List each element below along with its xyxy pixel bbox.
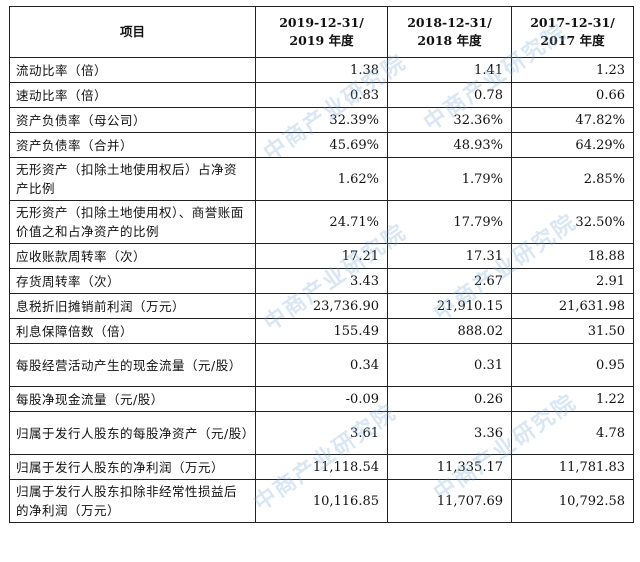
value-2018: 21,910.15	[387, 293, 512, 319]
row-label: 归属于发行人股东的每股净资产（元/股）	[9, 411, 256, 455]
value-2019: 3.61	[255, 411, 388, 455]
value-2017: 0.95	[511, 343, 634, 387]
value-2017: 64.29%	[511, 132, 634, 158]
table-row: 息税折旧摊销前利润（万元） 23,736.90 21,910.15 21,631.98	[9, 293, 634, 319]
row-label: 息税折旧摊销前利润（万元）	[9, 293, 256, 319]
value-2017: 31.50	[511, 318, 634, 344]
value-2019: -0.09	[255, 386, 388, 412]
financial-indicators-table: 项目 2019-12-31/ 2019 年度 2018-12-31/ 2018 …	[9, 6, 634, 523]
financial-table-container: 项目 2019-12-31/ 2019 年度 2018-12-31/ 2018 …	[9, 6, 634, 523]
header-2017: 2017-12-31/ 2017 年度	[511, 6, 634, 58]
table-row: 归属于发行人股东扣除非经常性损益后的净利润（万元） 10,116.85 11,707…	[9, 479, 634, 523]
value-2019: 3.43	[255, 268, 388, 294]
value-2017: 21,631.98	[511, 293, 634, 319]
value-2018: 32.36%	[387, 107, 512, 133]
table-row: 应收账款周转率（次） 17.21 17.31 18.88	[9, 243, 634, 269]
row-label: 流动比率（倍）	[9, 57, 256, 83]
value-2018: 48.93%	[387, 132, 512, 158]
row-label: 无形资产（扣除土地使用权后）占净资产比例	[9, 157, 256, 201]
row-label: 存货周转率（次）	[9, 268, 256, 294]
value-2018: 0.78	[387, 82, 512, 108]
table-row: 利息保障倍数（倍） 155.49 888.02 31.50	[9, 318, 634, 344]
value-2019: 45.69%	[255, 132, 388, 158]
table-row: 资产负债率（合并） 45.69% 48.93% 64.29%	[9, 132, 634, 158]
value-2017: 4.78	[511, 411, 634, 455]
value-2017: 32.50%	[511, 200, 634, 244]
row-label: 无形资产（扣除土地使用权）、商誉账面价值之和占净资产的比例	[9, 200, 256, 244]
value-2019: 23,736.90	[255, 293, 388, 319]
value-2019: 11,118.54	[255, 454, 388, 480]
value-2019: 17.21	[255, 243, 388, 269]
value-2019: 1.38	[255, 57, 388, 83]
value-2019: 24.71%	[255, 200, 388, 244]
value-2019: 10,116.85	[255, 479, 388, 523]
value-2018: 0.26	[387, 386, 512, 412]
value-2017: 2.91	[511, 268, 634, 294]
header-2019: 2019-12-31/ 2019 年度	[255, 6, 388, 58]
value-2019: 0.83	[255, 82, 388, 108]
table-row: 归属于发行人股东的净利润（万元） 11,118.54 11,335.17 11,781…	[9, 454, 634, 480]
header-item: 项目	[9, 6, 256, 58]
value-2018: 17.31	[387, 243, 512, 269]
table-row: 无形资产（扣除土地使用权后）占净资产比例 1.62% 1.79% 2.85%	[9, 157, 634, 201]
row-label: 利息保障倍数（倍）	[9, 318, 256, 344]
value-2017: 1.22	[511, 386, 634, 412]
row-label: 归属于发行人股东扣除非经常性损益后的净利润（万元）	[9, 479, 256, 523]
row-label: 速动比率（倍）	[9, 82, 256, 108]
row-label: 应收账款周转率（次）	[9, 243, 256, 269]
table-body: 流动比率（倍） 1.38 1.41 1.23 速动比率（倍） 0.83 0.78 0.66 资产…	[9, 57, 634, 523]
value-2017: 10,792.58	[511, 479, 634, 523]
value-2019: 32.39%	[255, 107, 388, 133]
value-2018: 17.79%	[387, 200, 512, 244]
value-2018: 1.41	[387, 57, 512, 83]
table-row: 每股经营活动产生的现金流量（元/股） 0.34 0.31 0.95	[9, 343, 634, 387]
value-2017: 47.82%	[511, 107, 634, 133]
table-row: 资产负债率（母公司） 32.39% 32.36% 47.82%	[9, 107, 634, 133]
value-2018: 888.02	[387, 318, 512, 344]
table-row: 存货周转率（次） 3.43 2.67 2.91	[9, 268, 634, 294]
value-2019: 0.34	[255, 343, 388, 387]
value-2017: 0.66	[511, 82, 634, 108]
row-label: 资产负债率（合并）	[9, 132, 256, 158]
value-2018: 11,707.69	[387, 479, 512, 523]
value-2018: 2.67	[387, 268, 512, 294]
table-row: 每股净现金流量（元/股） -0.09 0.26 1.22	[9, 386, 634, 412]
table-row: 速动比率（倍） 0.83 0.78 0.66	[9, 82, 634, 108]
row-label: 归属于发行人股东的净利润（万元）	[9, 454, 256, 480]
row-label: 每股净现金流量（元/股）	[9, 386, 256, 412]
value-2019: 1.62%	[255, 157, 388, 201]
row-label: 每股经营活动产生的现金流量（元/股）	[9, 343, 256, 387]
row-label: 资产负债率（母公司）	[9, 107, 256, 133]
value-2019: 155.49	[255, 318, 388, 344]
table-row: 无形资产（扣除土地使用权）、商誉账面价值之和占净资产的比例 24.71% 17.79…	[9, 200, 634, 244]
value-2018: 1.79%	[387, 157, 512, 201]
value-2017: 18.88	[511, 243, 634, 269]
table-header-row: 项目 2019-12-31/ 2019 年度 2018-12-31/ 2018 …	[9, 6, 634, 58]
value-2017: 2.85%	[511, 157, 634, 201]
header-2018: 2018-12-31/ 2018 年度	[387, 6, 512, 58]
value-2018: 3.36	[387, 411, 512, 455]
value-2017: 1.23	[511, 57, 634, 83]
value-2018: 11,335.17	[387, 454, 512, 480]
table-row: 归属于发行人股东的每股净资产（元/股） 3.61 3.36 4.78	[9, 411, 634, 455]
table-row: 流动比率（倍） 1.38 1.41 1.23	[9, 57, 634, 83]
value-2017: 11,781.83	[511, 454, 634, 480]
value-2018: 0.31	[387, 343, 512, 387]
